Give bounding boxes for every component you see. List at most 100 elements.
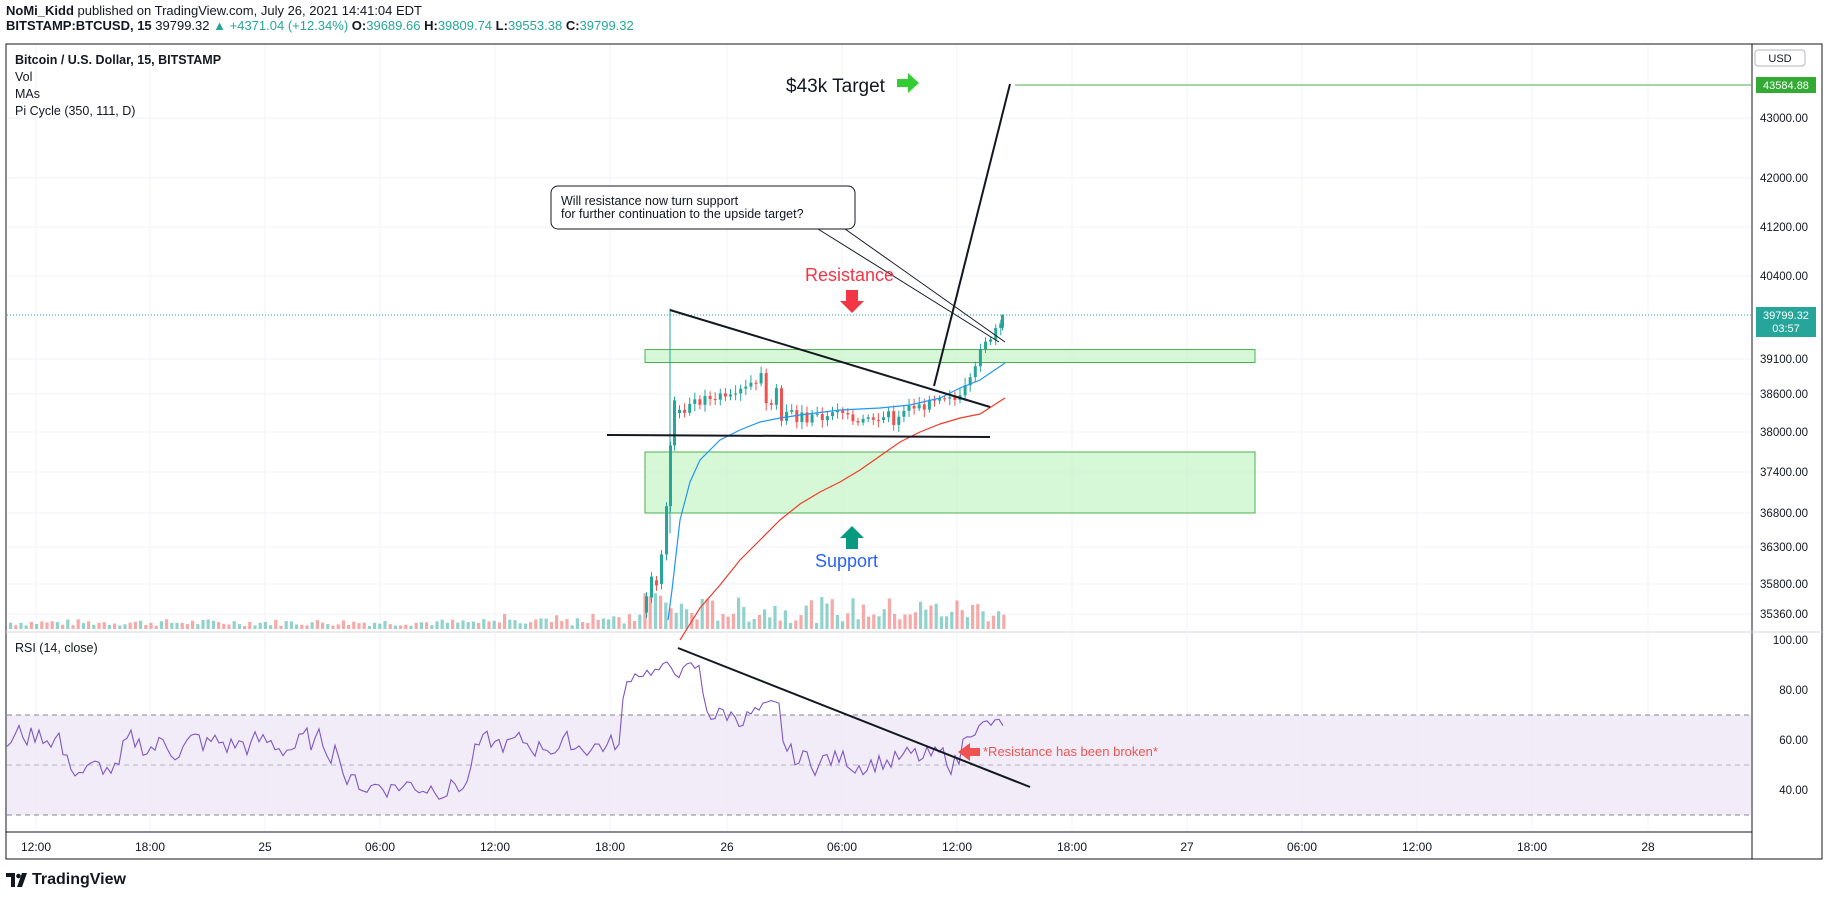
candle-body — [708, 396, 712, 400]
volume-bar — [809, 600, 813, 629]
time-tick-label: 12:00 — [21, 840, 51, 854]
candle-body — [927, 399, 931, 410]
price-tick-label: 36300.00 — [1760, 542, 1808, 554]
volume-bar — [752, 618, 756, 629]
volume-bar — [539, 618, 543, 629]
publish-line: NoMi_Kidd published on TradingView.com, … — [6, 3, 422, 19]
candle-body — [795, 410, 799, 423]
volume-bar — [742, 607, 746, 629]
volume-bar — [305, 625, 309, 629]
target-price-badge — [1756, 77, 1816, 93]
volume-bar — [435, 621, 439, 629]
volume-bar — [352, 621, 356, 629]
legend-mas[interactable]: MAs — [15, 87, 40, 101]
candle-body — [912, 405, 916, 409]
zones — [7, 314, 1751, 514]
time-tick-label: 28 — [1641, 840, 1655, 854]
candle-body — [718, 393, 722, 400]
open-label: O: — [351, 18, 367, 33]
volume-bar — [284, 621, 288, 629]
volume-bar — [726, 616, 730, 629]
candle-body — [785, 411, 789, 421]
legend-rsi[interactable]: RSI (14, close) — [15, 641, 98, 655]
volume-bar — [731, 613, 735, 629]
volume-bar — [716, 620, 720, 629]
volume-bar — [804, 605, 808, 629]
callout-line-1: Will resistance now turn support — [561, 194, 739, 208]
volume-bar — [321, 622, 325, 629]
volume-bar — [425, 622, 429, 629]
volume-bar — [295, 624, 299, 629]
candle-body — [713, 399, 717, 401]
quote-line: BITSTAMP:BTCUSD, 15 39799.32 ▲ +4371.04 … — [6, 18, 634, 34]
volume-bar — [950, 611, 954, 629]
candle-body — [943, 398, 947, 400]
time-tick-label: 18:00 — [595, 840, 625, 854]
volume-bar — [326, 624, 330, 629]
volume-bar — [789, 622, 793, 629]
candlesticks — [645, 308, 1004, 619]
volume-bar — [700, 599, 704, 629]
candle-body — [994, 328, 998, 340]
candle-body — [774, 388, 778, 405]
legend-vol[interactable]: Vol — [15, 70, 32, 84]
volume-bar — [508, 619, 512, 629]
volume-bar — [898, 619, 902, 629]
time-tick-label: 06:00 — [827, 840, 857, 854]
candle-body — [693, 399, 697, 404]
volume-bar — [123, 624, 127, 629]
candle-body — [973, 366, 977, 378]
volume-bar — [383, 620, 387, 629]
low-value: 39553.38 — [507, 18, 563, 33]
time-tick-label: 12:00 — [480, 840, 510, 854]
volume-bar — [757, 614, 761, 629]
target-price-label: 43584.88 — [1763, 80, 1809, 92]
volume-bar — [908, 614, 912, 629]
high-value: 39809.74 — [437, 18, 493, 33]
volume-bar — [373, 622, 377, 629]
price-tick-label: 40400.00 — [1760, 271, 1808, 283]
volume-bar — [310, 622, 314, 629]
volume-bar — [456, 622, 460, 629]
volume-bar — [451, 619, 455, 629]
author-name[interactable]: NoMi_Kidd — [6, 3, 74, 18]
drawings — [606, 83, 1752, 438]
candle-body — [759, 373, 763, 384]
volume-bar — [201, 619, 205, 629]
candle-body — [790, 410, 794, 412]
tradingview-brand[interactable]: TradingView — [32, 871, 126, 888]
candle-body — [917, 404, 921, 409]
volume-bar — [991, 615, 995, 629]
candle-body — [861, 418, 865, 423]
rsi-tick-label: 60.00 — [1779, 735, 1808, 747]
rsi-trendline — [677, 647, 1031, 788]
volume-bar — [362, 622, 366, 629]
rsi-line — [6, 661, 1004, 800]
legend-pi-cycle[interactable]: Pi Cycle (350, 111, D) — [15, 104, 135, 118]
volume-bar — [825, 603, 829, 629]
time-tick-label: 18:00 — [135, 840, 165, 854]
high-label: H: — [424, 18, 438, 33]
candle-body — [948, 397, 952, 399]
volume-bar — [24, 625, 28, 629]
volume-bar — [570, 625, 574, 629]
volume-bar — [19, 622, 23, 629]
volume-bar — [144, 625, 148, 629]
last-price-label: 39799.32 — [1763, 310, 1809, 322]
volume-bar — [399, 625, 403, 629]
candle-body — [846, 413, 850, 415]
volume-bar — [924, 609, 928, 629]
moving-averages — [667, 362, 1006, 641]
currency-button[interactable] — [1754, 49, 1806, 67]
time-tick-label: 27 — [1180, 840, 1194, 854]
volume-bar — [903, 614, 907, 629]
close-value: 39799.32 — [579, 18, 634, 33]
volume-bar — [269, 625, 273, 629]
volume-bar — [955, 600, 959, 629]
volume-bar — [149, 622, 153, 629]
candle-body — [764, 373, 768, 404]
volume-bar — [237, 624, 241, 629]
candle-body — [650, 576, 653, 598]
candle-body — [897, 416, 901, 425]
